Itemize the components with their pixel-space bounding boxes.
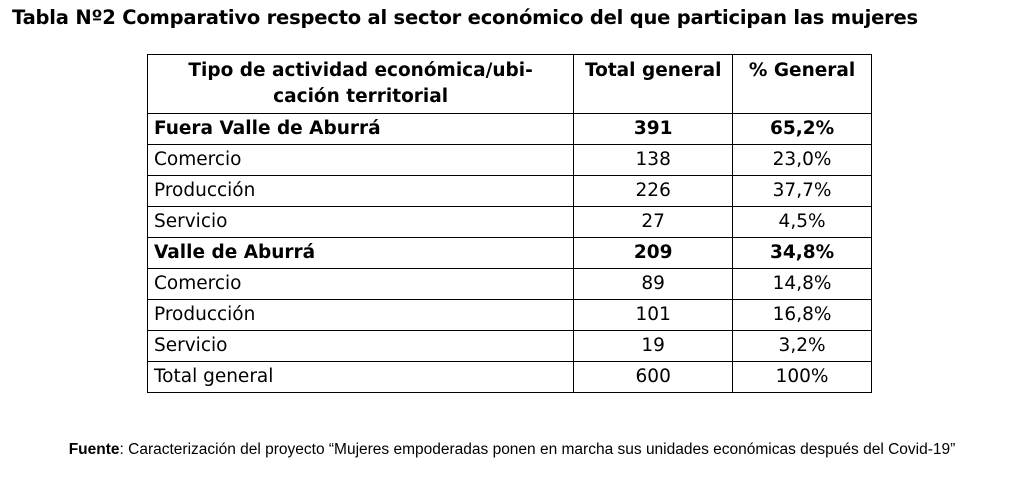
row-percent: 34,8%: [732, 237, 872, 269]
row-label: Total general: [146, 361, 575, 393]
table-row: Servicio 27 4,5%: [146, 206, 872, 238]
row-label: Comercio: [146, 268, 575, 300]
row-total: 209: [573, 237, 734, 269]
row-label: Producción: [146, 175, 575, 207]
row-total: 138: [573, 144, 734, 176]
row-total: 27: [573, 206, 734, 238]
row-percent: 16,8%: [732, 299, 872, 331]
table-row: Comercio 89 14,8%: [146, 268, 872, 300]
row-total: 89: [573, 268, 734, 300]
row-total: 101: [573, 299, 734, 331]
row-percent: 23,0%: [732, 144, 872, 176]
row-label: Producción: [146, 299, 575, 331]
row-percent: 100%: [732, 361, 872, 393]
row-percent: 65,2%: [732, 113, 872, 145]
row-label: Servicio: [146, 206, 575, 238]
row-total: 600: [573, 361, 734, 393]
source-label: Fuente: [68, 441, 120, 458]
row-percent: 14,8%: [732, 268, 872, 300]
source-text: : Caracterización del proyecto “Mujeres …: [119, 441, 956, 458]
table-row: Producción 101 16,8%: [146, 299, 872, 331]
row-label: Valle de Aburrá: [146, 237, 575, 269]
table-row: Comercio 138 23,0%: [146, 144, 872, 176]
table-row: Total general 600 100%: [146, 361, 872, 393]
header-percent-general: % General: [732, 54, 872, 114]
table-row: Fuera Valle de Aburrá 391 65,2%: [146, 113, 872, 145]
row-total: 391: [573, 113, 734, 145]
table-row: Servicio 19 3,2%: [146, 330, 872, 362]
table-header-row: Tipo de actividad económica/ubi-cación t…: [146, 54, 872, 114]
row-percent: 3,2%: [732, 330, 872, 362]
row-label: Comercio: [146, 144, 575, 176]
row-total: 226: [573, 175, 734, 207]
header-activity-type: Tipo de actividad económica/ubi-cación t…: [146, 54, 575, 114]
header-total-general: Total general: [573, 54, 734, 114]
row-percent: 37,7%: [732, 175, 872, 207]
table-row: Producción 226 37,7%: [146, 175, 872, 207]
table-title: Tabla Nº2 Comparativo respecto al sector…: [12, 6, 918, 29]
source-note: Fuente: Caracterización del proyecto “Mu…: [60, 440, 964, 459]
row-label: Fuera Valle de Aburrá: [146, 113, 575, 145]
row-label: Servicio: [146, 330, 575, 362]
row-total: 19: [573, 330, 734, 362]
comparison-table: Tipo de actividad económica/ubi-cación t…: [146, 54, 872, 393]
table-row: Valle de Aburrá 209 34,8%: [146, 237, 872, 269]
row-percent: 4,5%: [732, 206, 872, 238]
